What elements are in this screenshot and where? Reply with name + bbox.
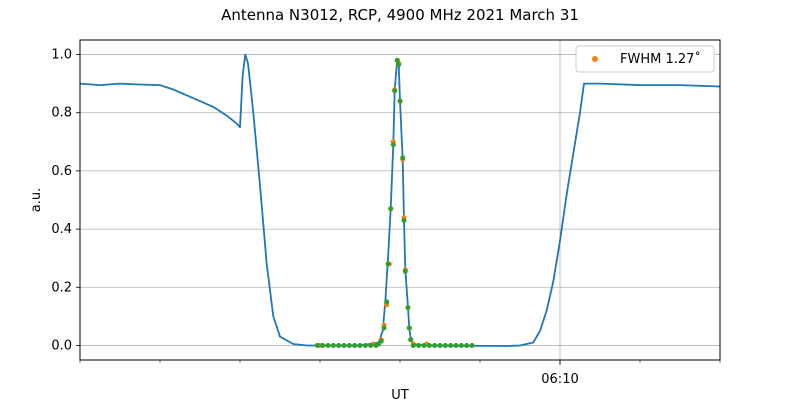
data-point bbox=[416, 343, 422, 348]
legend-label: FWHM 1.27˚ bbox=[620, 51, 701, 67]
data-point bbox=[352, 343, 358, 348]
data-point bbox=[385, 261, 391, 267]
data-point bbox=[396, 62, 402, 68]
y-axis-label: a.u. bbox=[29, 188, 44, 212]
data-point bbox=[368, 343, 374, 348]
data-point bbox=[341, 343, 347, 348]
data-point bbox=[392, 88, 398, 94]
y-tick-label: 0.8 bbox=[51, 106, 72, 121]
x-tick-label: 06:10 bbox=[541, 372, 578, 387]
data-point bbox=[432, 343, 438, 348]
data-point bbox=[384, 299, 390, 305]
data-point bbox=[410, 343, 416, 348]
data-point bbox=[464, 343, 470, 348]
data-point bbox=[325, 343, 331, 348]
data-point bbox=[402, 268, 408, 274]
legend: FWHM 1.27˚ bbox=[575, 45, 715, 73]
data-series bbox=[79, 53, 721, 348]
data-point bbox=[469, 343, 475, 348]
y-tick-label: 0.2 bbox=[51, 280, 72, 295]
data-point bbox=[437, 343, 443, 348]
data-point bbox=[388, 206, 394, 212]
data-point bbox=[362, 343, 368, 348]
data-point bbox=[394, 57, 400, 63]
data-point bbox=[390, 142, 396, 148]
y-tick-label: 0.0 bbox=[51, 338, 72, 353]
data-point bbox=[400, 155, 406, 161]
data-point bbox=[448, 343, 454, 348]
data-point bbox=[426, 343, 432, 348]
legend-box bbox=[575, 45, 715, 73]
y-tick-label: 0.6 bbox=[51, 164, 72, 179]
data-point bbox=[458, 343, 464, 348]
data-point bbox=[421, 343, 427, 348]
series-line-0 bbox=[79, 53, 721, 347]
legend-marker bbox=[592, 56, 598, 62]
data-point bbox=[401, 217, 407, 223]
data-point bbox=[336, 343, 342, 348]
data-point bbox=[320, 343, 326, 348]
data-point bbox=[357, 343, 363, 348]
chart-title: Antenna N3012, RCP, 4900 MHz 2021 March … bbox=[221, 6, 579, 24]
data-point bbox=[397, 98, 403, 104]
axes: 0.0 0.2 0.4 0.6 0.8 1.0 06:10 bbox=[51, 48, 721, 387]
data-point bbox=[378, 338, 384, 344]
plot-area: 0.0 0.2 0.4 0.6 0.8 1.0 06:10 bbox=[51, 39, 721, 387]
data-point bbox=[453, 343, 459, 348]
data-point bbox=[314, 343, 320, 348]
data-point bbox=[406, 325, 412, 331]
data-point bbox=[330, 343, 336, 348]
x-axis-label: UT bbox=[391, 388, 409, 400]
data-point bbox=[381, 325, 387, 331]
y-tick-label: 0.4 bbox=[51, 222, 72, 237]
data-point bbox=[442, 343, 448, 348]
y-tick-label: 1.0 bbox=[51, 48, 72, 63]
data-point bbox=[346, 343, 352, 348]
data-point bbox=[408, 337, 414, 343]
data-point bbox=[405, 305, 411, 311]
